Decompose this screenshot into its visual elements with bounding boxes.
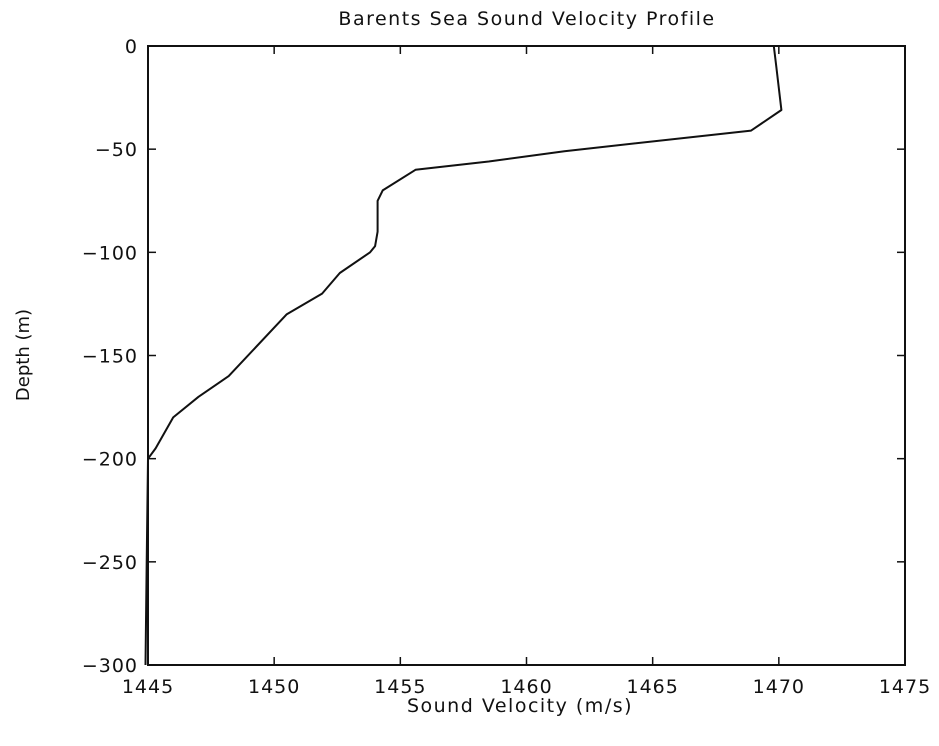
x-axis-label: Sound Velocity (m/s) (407, 695, 633, 717)
chart-title: Barents Sea Sound Velocity Profile (338, 8, 715, 30)
y-tick-label: −250 (82, 552, 138, 574)
sound-velocity-line (144, 45, 783, 666)
x-tick-label: 1455 (374, 676, 426, 698)
y-tick-label: −50 (95, 139, 138, 161)
series-layer (144, 45, 783, 666)
y-tick-label: −200 (82, 449, 138, 471)
x-tick-label: 1450 (248, 676, 300, 698)
y-tick-label: 0 (125, 36, 138, 58)
x-tick-label: 1475 (879, 676, 931, 698)
y-axis-label: Depth (m) (13, 309, 34, 401)
y-axis-ticks: 0 −50 −100 −150 −200 −250 −300 (82, 36, 905, 677)
x-tick-label: 1460 (500, 676, 552, 698)
x-axis-ticks: 1445 1450 1455 1460 1465 1470 1475 (122, 46, 931, 698)
x-tick-label: 1445 (122, 676, 174, 698)
y-tick-label: −150 (82, 346, 138, 368)
x-tick-label: 1465 (626, 676, 678, 698)
x-tick-label: 1470 (753, 676, 805, 698)
y-tick-label: −100 (82, 242, 138, 264)
plot-area-frame (147, 45, 906, 666)
y-tick-label: −300 (82, 655, 138, 677)
